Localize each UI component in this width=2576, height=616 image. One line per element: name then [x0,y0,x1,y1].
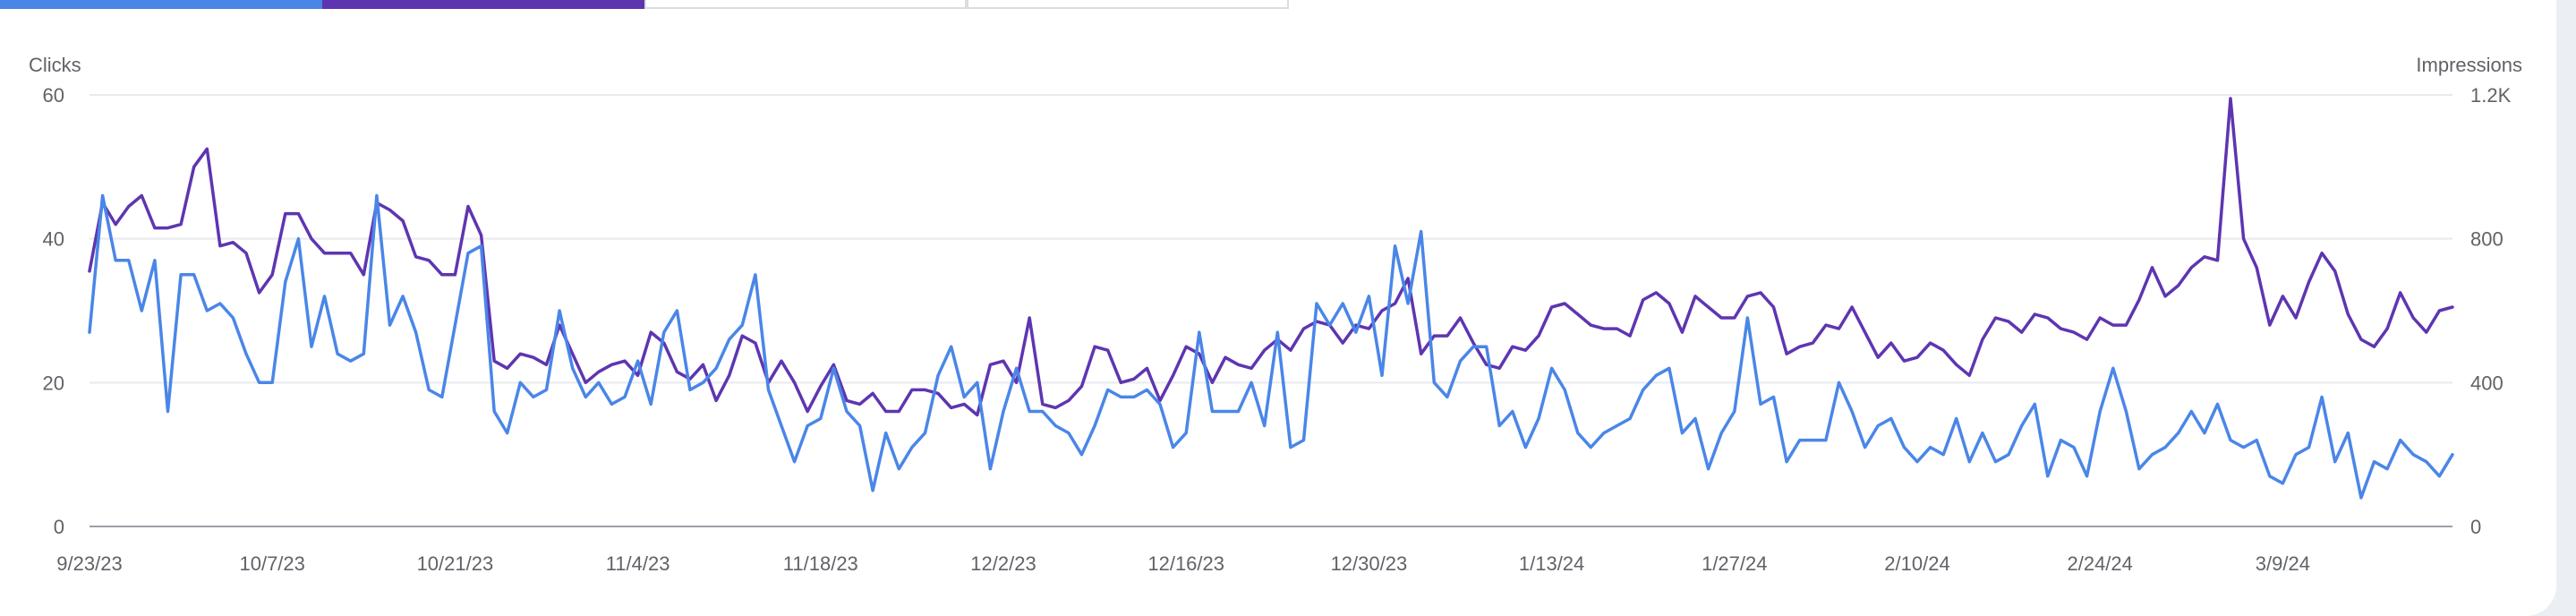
x-tick-label: 2/10/24 [1884,552,1949,575]
x-tick-label: 1/13/24 [1519,552,1584,575]
x-tick-label: 10/21/23 [417,552,494,575]
impressions-tab-indicator[interactable] [322,0,644,9]
clicks-series-line [88,193,2454,500]
x-tick-label: 3/9/24 [2256,552,2310,575]
left-axis-title: Clicks [29,54,81,76]
ctr-tab-indicator[interactable] [644,0,967,9]
x-tick-label: 10/7/23 [239,552,304,575]
x-tick-label: 9/23/23 [56,552,122,575]
right-y-tick-label: 400 [2470,372,2503,394]
impressions-series-line [88,97,2454,417]
x-tick-label: 12/16/23 [1147,552,1224,575]
left-y-tick-label: 20 [43,372,64,394]
position-tab-indicator[interactable] [967,0,1289,9]
x-tick-label: 2/24/24 [2067,552,2132,575]
gridlines [90,94,2452,527]
right-y-tick-label: 800 [2470,228,2503,251]
x-axis-ticks: 9/23/23 10/7/23 10/21/23 11/4/23 11/18/23 12/… [56,552,2310,575]
y-axis-ticks: 0 0 20 400 40 800 60 1.2K [43,84,2512,538]
clicks-tab-indicator[interactable] [0,0,322,9]
left-y-tick-label: 40 [43,228,64,251]
left-y-tick-label: 0 [54,516,64,538]
x-tick-label: 11/4/23 [606,552,670,575]
left-y-tick-label: 60 [43,84,64,107]
series-lines [88,97,2454,500]
right-y-tick-label: 1.2K [2470,84,2512,107]
x-tick-label: 11/18/23 [783,552,858,575]
right-axis-title: Impressions [2416,54,2522,76]
x-tick-label: 12/30/23 [1331,552,1408,575]
right-y-tick-label: 0 [2470,516,2481,538]
x-tick-label: 12/2/23 [970,552,1036,575]
metric-tab-indicators [0,0,1289,9]
x-tick-label: 1/27/24 [1702,552,1767,575]
